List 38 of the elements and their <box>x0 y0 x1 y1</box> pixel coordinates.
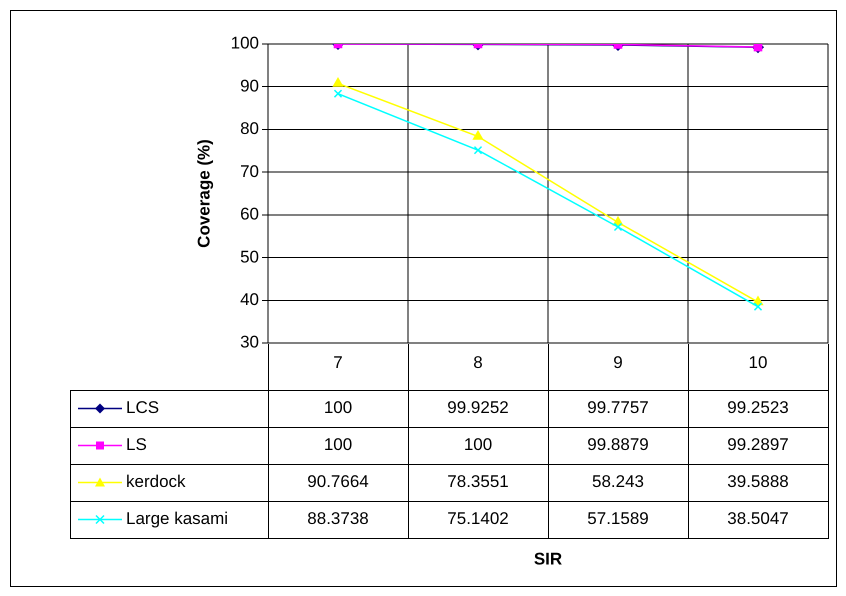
y-tick-label: 70 <box>240 162 259 181</box>
y-tick-label: 90 <box>240 76 259 96</box>
data-label: 99.8879 <box>587 435 649 454</box>
data-label: 75.1402 <box>447 509 509 528</box>
y-tick-label: 80 <box>240 119 259 138</box>
text: SIR <box>534 550 562 569</box>
point <box>334 89 342 98</box>
data-label: 100 <box>464 435 492 454</box>
x-tick-label: 7 <box>333 352 343 372</box>
data-label: 100 <box>324 398 352 418</box>
data-label: 88.3738 <box>307 509 369 528</box>
y-tick-label: 60 <box>240 204 259 224</box>
legend-label: kerdock <box>126 472 186 492</box>
point <box>474 146 482 154</box>
data-label: 100 <box>324 435 352 454</box>
x-tick-label: 10 <box>748 352 768 372</box>
point <box>754 302 762 311</box>
data-label: 38.5047 <box>727 509 789 528</box>
y-tick-label: 30 <box>240 332 259 352</box>
x-tick-label: 8 <box>473 352 483 372</box>
data-label: 39.5888 <box>727 472 789 492</box>
data-label: 78.3551 <box>447 472 509 492</box>
x-tick-label: 9 <box>613 352 623 372</box>
legend-label: LCS <box>126 398 160 418</box>
point <box>614 222 622 232</box>
data-label: 90.7664 <box>307 472 369 492</box>
data-label: 58.243 <box>592 472 644 492</box>
data-label: 99.2897 <box>727 435 789 454</box>
legend-label: Large kasami <box>126 509 228 528</box>
legend-label: LS <box>126 435 147 454</box>
data-label: 57.1589 <box>587 509 649 528</box>
y-tick-label: 50 <box>240 247 259 266</box>
y-tick-label: 40 <box>240 290 259 309</box>
y-axis-title: Coverage (%) <box>194 139 214 248</box>
data-label: 99.2523 <box>727 398 789 418</box>
data-label: 99.9252 <box>447 398 509 418</box>
y-tick-label: 100 <box>230 34 259 53</box>
data-label: 99.7757 <box>587 398 649 418</box>
